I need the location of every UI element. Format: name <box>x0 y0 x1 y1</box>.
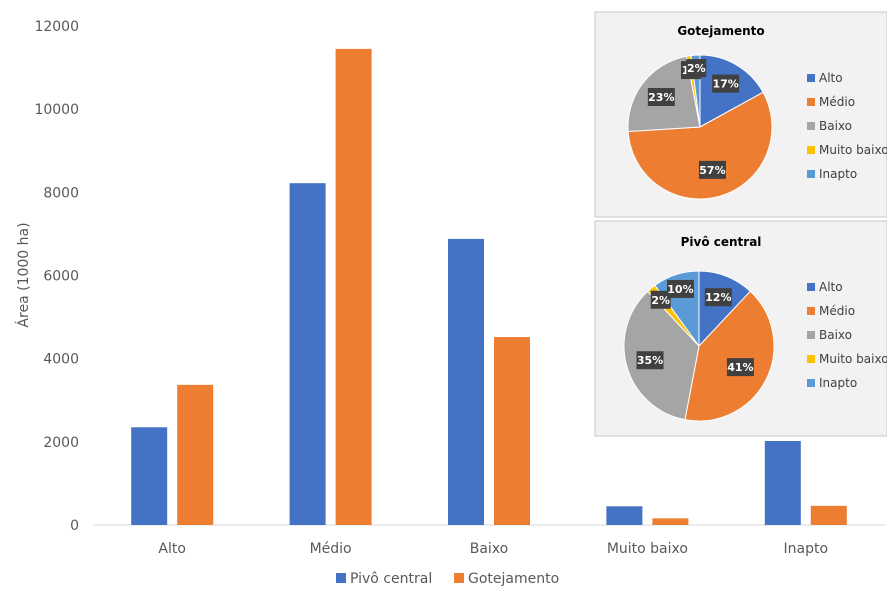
pct-label: 2% <box>687 62 706 75</box>
bar-gotejamento-4 <box>810 505 847 525</box>
y-tick-label: 10000 <box>34 102 79 118</box>
bar-pivo-4 <box>764 441 801 525</box>
inset-legend-swatch <box>807 74 815 82</box>
inset-legend-swatch <box>807 146 815 154</box>
y-axis-title: Área (1000 ha) <box>15 222 32 327</box>
bar-chart: 0 2000 4000 6000 8000 10000 12000 Área (1000 h… <box>15 19 885 587</box>
pct-label: 12% <box>705 291 731 304</box>
pie-slice-1 <box>684 290 775 422</box>
pct-label-box <box>650 290 671 309</box>
inset-legend-swatch <box>807 283 815 291</box>
bar-pivo-3 <box>606 506 643 525</box>
pct-label-box <box>686 59 707 78</box>
inset-legend-label: Muito baixo <box>819 352 887 366</box>
pct-label-box <box>704 288 732 307</box>
pct-label: 41% <box>727 361 753 374</box>
y-tick-label: 12000 <box>34 19 79 35</box>
bar-gotejamento-3 <box>652 518 689 525</box>
inset-legend-label: Baixo <box>819 119 852 133</box>
pie-inset-gotejamento: Gotejamento17%57%23%1%2%AltoMédioBaixoMu… <box>594 11 887 218</box>
pct-label: 17% <box>712 78 738 91</box>
inset-legend-label: Alto <box>819 71 843 85</box>
inset-legend-swatch <box>807 170 815 178</box>
x-axis-ticks: Alto Médio Baixo Muito baixo Inapto <box>158 541 828 557</box>
pie-insets: Gotejamento17%57%23%1%2%AltoMédioBaixoMu… <box>594 11 887 437</box>
inset-legend-label: Inapto <box>819 376 857 390</box>
x-tick-label: Médio <box>310 541 352 557</box>
pct-label-box <box>712 74 740 93</box>
pct-label-box <box>647 87 675 106</box>
inset-legend-label: Baixo <box>819 328 852 342</box>
inset-legend-swatch <box>807 331 815 339</box>
pct-label: 57% <box>699 164 725 177</box>
inset-legend-swatch <box>807 98 815 106</box>
chart-legend: Pivô central Gotejamento <box>336 571 559 587</box>
bar-pivo-2 <box>448 238 484 525</box>
legend-label: Pivô central <box>350 571 432 587</box>
inset-legend-swatch <box>807 307 815 315</box>
bars <box>131 48 847 525</box>
y-tick-label: 6000 <box>43 269 79 285</box>
inset-title: Pivô central <box>681 235 762 249</box>
inset-legend-label: Médio <box>819 95 855 109</box>
inset-legend-swatch <box>807 355 815 363</box>
pct-label: 2% <box>651 294 670 307</box>
bar-gotejamento-2 <box>494 337 530 525</box>
pct-label: 35% <box>637 354 663 367</box>
y-tick-label: 0 <box>70 518 79 534</box>
bar-pivo-1 <box>289 183 326 525</box>
x-tick-label: Baixo <box>470 541 509 557</box>
legend-label: Gotejamento <box>468 571 559 587</box>
y-tick-label: 4000 <box>43 352 79 368</box>
y-axis-ticks: 0 2000 4000 6000 8000 10000 12000 <box>34 19 79 534</box>
bar-gotejamento-0 <box>177 384 214 525</box>
x-tick-label: Inapto <box>784 541 829 557</box>
pct-label-box <box>698 160 726 179</box>
inset-legend-label: Médio <box>819 304 855 318</box>
inset-legend-swatch <box>807 379 815 387</box>
inset-legend-swatch <box>807 122 815 130</box>
pct-label-box <box>666 279 694 298</box>
y-tick-label: 2000 <box>43 435 79 451</box>
inset-title: Gotejamento <box>677 24 764 38</box>
inset-legend-label: Muito baixo <box>819 143 887 157</box>
x-tick-label: Alto <box>158 541 186 557</box>
y-tick-label: 8000 <box>43 185 79 201</box>
bar-gotejamento-1 <box>335 48 372 525</box>
pct-label-box <box>636 351 664 370</box>
pie-inset-pivo-central: Pivô central 12% 41% 35% 2%10% Alto Médio Baixo… <box>594 220 887 437</box>
x-tick-label: Muito baixo <box>607 541 688 557</box>
pct-label: 10% <box>667 283 693 296</box>
legend-swatch <box>454 573 464 583</box>
legend-swatch <box>336 573 346 583</box>
inset-legend-label: Inapto <box>819 167 857 181</box>
bar-pivo-0 <box>131 427 168 525</box>
inset-legend-label: Alto <box>819 280 843 294</box>
pct-label-box <box>726 358 754 377</box>
pie-slice-1 <box>627 91 773 200</box>
pct-label: 23% <box>648 91 674 104</box>
